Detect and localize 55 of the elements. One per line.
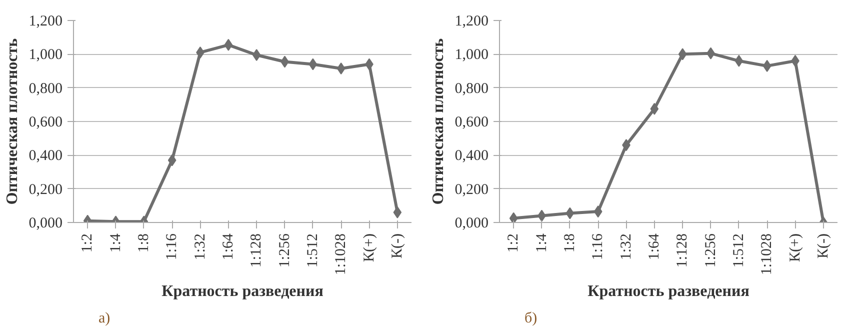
y-tick-label: 0,600 — [454, 114, 488, 130]
x-tick-label: 1:1028 — [759, 233, 776, 276]
y-tick-label: 1,000 — [28, 47, 62, 64]
x-tick-label: 1:1028 — [333, 233, 350, 276]
x-tick-label: 1:32 — [192, 233, 208, 260]
x-tick-label: 1:4 — [108, 233, 124, 253]
x-tick-label: 1:8 — [136, 233, 152, 253]
point — [252, 49, 261, 62]
x-tick-label: 1:2 — [506, 233, 522, 253]
x-tick-label: 1:256 — [276, 233, 293, 268]
y-tick-label: 0,000 — [28, 216, 62, 232]
x-tick-label: 1:4 — [534, 233, 550, 253]
point — [224, 38, 233, 51]
x-tick-label: 1:512 — [304, 233, 321, 268]
point — [762, 60, 772, 72]
x-axis-title: Кратность разведения — [162, 283, 324, 300]
text: а) — [98, 310, 110, 326]
point — [594, 206, 602, 218]
y-tick-label: 1,200 — [28, 14, 62, 30]
x-tick-label: 1:64 — [646, 233, 662, 260]
y-tick-label: 0,000 — [454, 216, 488, 232]
y-tick-label: 0,800 — [454, 80, 488, 97]
y-tick-label: 0,400 — [28, 148, 62, 164]
x-tick-label: К(-) — [389, 233, 406, 258]
point — [336, 62, 346, 74]
x-tick-label: 1:8 — [562, 233, 578, 253]
x-tick-label: 1:32 — [618, 233, 634, 260]
x-tick-label: 1:128 — [248, 233, 265, 268]
x-axis-title: Кратность разведения — [588, 283, 750, 300]
y-tick-label: 0,400 — [454, 148, 488, 164]
y-tick-label: 1,000 — [454, 47, 488, 64]
x-tick-label: К(-) — [815, 233, 832, 258]
point — [678, 48, 687, 60]
x-tick-label: 1:2 — [80, 233, 96, 253]
x-tick-label: 1:16 — [590, 233, 606, 260]
point — [650, 102, 659, 115]
y-axis-title: Оптическая плотность — [430, 38, 447, 205]
y-tick-label: 0,200 — [454, 182, 488, 198]
y-axis-title: Оптическая плотность — [4, 38, 21, 205]
x-tick-label: К(+) — [787, 233, 804, 262]
point — [566, 207, 574, 220]
point — [308, 58, 318, 70]
x-tick-label: 1:512 — [730, 233, 747, 268]
x-tick-label: 1:64 — [220, 233, 236, 260]
x-tick-label: 1:256 — [702, 233, 719, 268]
x-tick-label: 1:16 — [164, 233, 180, 260]
point — [509, 212, 518, 222]
text: б) — [524, 310, 538, 326]
y-tick-label: 0,600 — [28, 114, 62, 130]
x-tick-label: 1:128 — [674, 233, 691, 268]
y-tick-label: 0,800 — [28, 80, 62, 97]
y-tick-label: 1,200 — [454, 14, 488, 30]
point — [734, 54, 744, 67]
x-tick-label: К(+) — [361, 233, 378, 262]
y-tick-label: 0,200 — [28, 182, 62, 198]
